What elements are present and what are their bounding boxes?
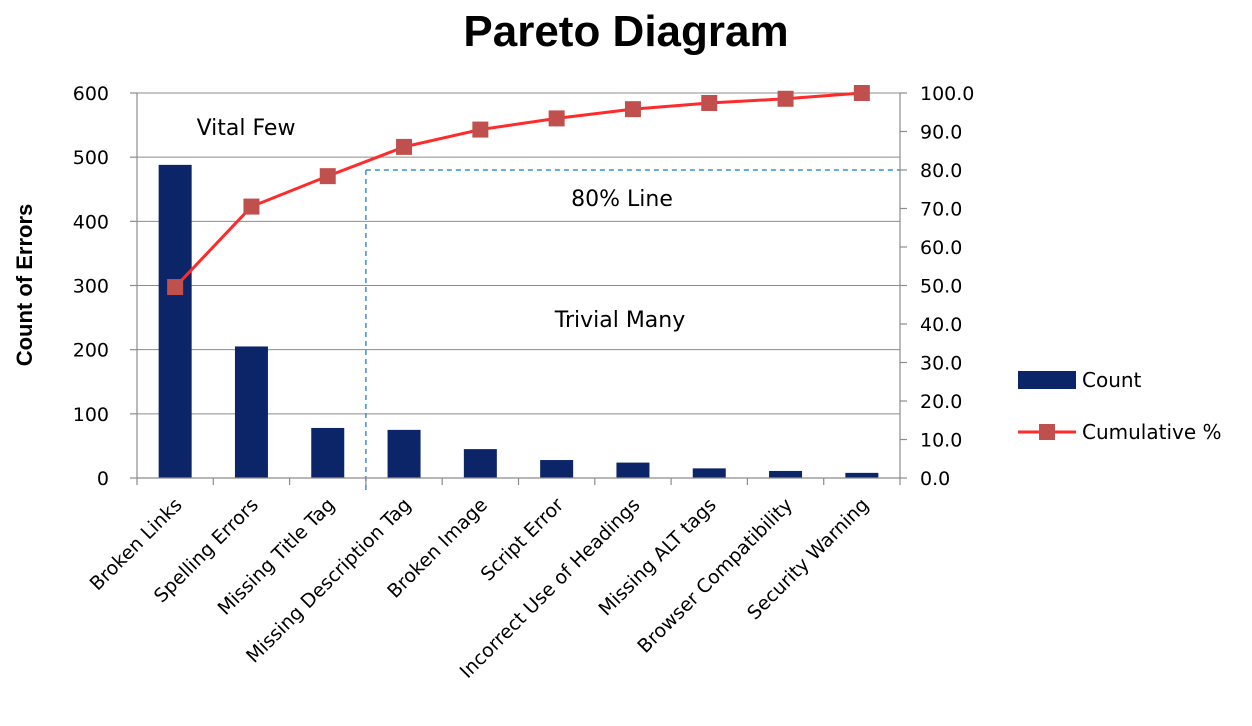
cumulative-marker	[624, 101, 641, 118]
y-axis-label: Count of Errors	[12, 204, 37, 367]
cumulative-marker	[167, 279, 184, 296]
y-right-tick-label: 70.0	[920, 199, 962, 221]
right-tick-labels: 0.0 10.0 20.0 30.0 40.0 50.0 60.0 70.0 80.0 90.0 1…	[920, 83, 974, 490]
y-tick-label: 400	[73, 211, 109, 233]
y-right-tick-label: 40.0	[920, 314, 962, 336]
bar	[616, 462, 650, 478]
left-tick-labels: 0 100 200 300 400 500 600	[73, 83, 109, 490]
legend-count-label: Count	[1082, 368, 1142, 392]
cumulative-marker	[472, 121, 489, 138]
y-right-tick-label: 80.0	[920, 160, 962, 182]
y-tick-label: 0	[97, 468, 109, 490]
bar	[387, 429, 421, 478]
y-right-tick-label: 0.0	[920, 468, 950, 490]
legend-cumulative-label: Cumulative %	[1082, 420, 1222, 444]
bar-series	[158, 164, 879, 478]
y-tick-label: 500	[73, 147, 109, 169]
bar	[234, 346, 268, 478]
chart-title: Pareto Diagram	[463, 7, 788, 56]
annotation-trivial-many: Trivial Many	[554, 308, 686, 333]
legend-count-swatch	[1018, 371, 1076, 389]
cumulative-marker	[243, 198, 260, 215]
bar	[463, 449, 497, 478]
y-right-tick-label: 90.0	[920, 122, 962, 144]
bar	[845, 472, 879, 478]
annotation-vital-few: Vital Few	[197, 116, 296, 141]
y-tick-label: 200	[73, 340, 109, 362]
cumulative-series	[167, 85, 870, 296]
bar	[540, 460, 574, 478]
y-tick-label: 300	[73, 276, 109, 298]
legend: Count Cumulative %	[1018, 368, 1222, 444]
cumulative-marker	[319, 168, 336, 185]
bar	[769, 470, 803, 478]
y-right-tick-label: 10.0	[920, 430, 962, 452]
y-right-tick-label: 60.0	[920, 237, 962, 259]
bar	[311, 427, 345, 478]
cumulative-marker	[853, 85, 870, 101]
cumulative-line	[174, 91, 862, 289]
cumulative-marker	[396, 138, 413, 155]
y-right-tick-label: 20.0	[920, 391, 962, 413]
cumulative-marker	[701, 95, 718, 112]
cumulative-marker	[777, 90, 794, 107]
annotation-80-line: 80% Line	[571, 187, 673, 212]
cumulative-marker	[548, 110, 565, 127]
y-right-tick-label: 100.0	[920, 83, 974, 105]
legend-cumulative-marker	[1039, 424, 1055, 440]
axes	[130, 92, 907, 485]
y-right-tick-label: 50.0	[920, 276, 962, 298]
threshold-lines	[365, 169, 900, 492]
y-tick-label: 100	[73, 404, 109, 426]
bar	[692, 468, 726, 478]
x-category-label: Browser Compatibility	[633, 494, 797, 658]
y-right-tick-label: 30.0	[920, 353, 962, 375]
y-tick-label: 600	[73, 83, 109, 105]
bar	[158, 164, 192, 478]
